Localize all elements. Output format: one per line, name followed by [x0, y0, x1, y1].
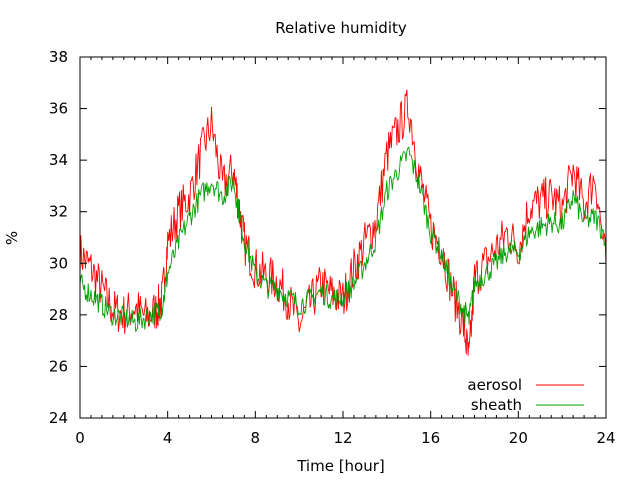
- y-tick-label: 34: [49, 151, 68, 169]
- x-tick-label: 12: [333, 429, 352, 447]
- legend: aerosol sheath: [467, 376, 584, 414]
- legend-label-sheath: sheath: [471, 396, 522, 414]
- y-tick-label: 28: [49, 306, 68, 324]
- legend-label-aerosol: aerosol: [467, 376, 522, 394]
- x-axis-label: Time [hour]: [296, 457, 385, 475]
- y-tick-label: 32: [49, 203, 68, 221]
- x-tick-label: 0: [75, 429, 85, 447]
- y-tick-label: 36: [49, 100, 68, 118]
- y-tick-label: 24: [49, 409, 68, 427]
- x-axis: 0 4 8 12 16 20 24: [75, 57, 616, 447]
- series-layer: [79, 89, 607, 356]
- x-tick-label: 24: [596, 429, 615, 447]
- y-tick-label: 26: [49, 357, 68, 375]
- y-axis: 24 26 28 30 32 34 36 38: [49, 48, 606, 427]
- y-axis-label: %: [3, 231, 21, 245]
- series-line-sheath: [79, 146, 607, 332]
- x-tick-label: 16: [421, 429, 440, 447]
- y-tick-label: 38: [49, 48, 68, 66]
- y-tick-label: 30: [49, 254, 68, 272]
- chart-title: Relative humidity: [275, 19, 407, 37]
- x-tick-label: 4: [163, 429, 173, 447]
- x-tick-label: 20: [509, 429, 528, 447]
- x-tick-label: 8: [251, 429, 261, 447]
